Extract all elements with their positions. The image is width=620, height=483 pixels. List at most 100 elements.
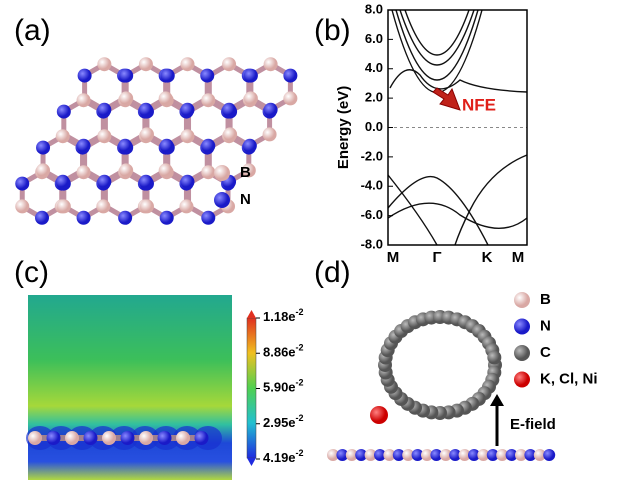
label-base: 2.95e — [263, 415, 296, 430]
atom — [223, 127, 237, 141]
atom — [84, 431, 98, 445]
atom — [158, 431, 172, 445]
label-exponent: -2 — [296, 413, 304, 423]
y-tick-label: -4.0 — [361, 178, 383, 193]
kpoint-label: M — [512, 249, 525, 266]
atom — [139, 175, 153, 189]
legend-marker — [214, 165, 230, 181]
atom — [201, 139, 215, 153]
kpoint-label: K — [482, 249, 493, 266]
carbon-atom — [487, 350, 501, 364]
atom — [140, 127, 154, 141]
atom — [15, 199, 29, 213]
panel-label: (c) — [14, 256, 49, 289]
side-view-atoms — [26, 426, 222, 450]
atom — [244, 91, 258, 105]
atom — [180, 57, 194, 71]
atom — [35, 211, 49, 225]
atom — [201, 165, 215, 179]
y-tick-label: -8.0 — [361, 236, 383, 251]
y-tick-label: 8.0 — [365, 1, 383, 16]
atom — [160, 211, 174, 225]
atom — [77, 165, 91, 179]
figure: (a) (b) (c) (d) B N 8.06.04.02.00.0-2.0-… — [0, 0, 620, 483]
atom — [36, 141, 50, 155]
dopant-atom — [370, 406, 388, 424]
atom — [47, 431, 61, 445]
atom — [139, 103, 153, 117]
atom — [139, 57, 153, 71]
atom — [201, 93, 215, 107]
annotation: NFE — [462, 95, 496, 114]
legend-label: B — [540, 291, 551, 308]
atom — [77, 139, 91, 153]
y-tick-label: 0.0 — [365, 119, 383, 134]
legend-marker — [514, 345, 530, 361]
y-tick-label: 4.0 — [365, 60, 383, 75]
hbn-lattice — [15, 57, 297, 225]
field-arrowhead — [490, 394, 504, 406]
atom — [65, 431, 79, 445]
atom — [160, 139, 174, 153]
atom — [176, 431, 190, 445]
kpoint-label: Γ — [432, 249, 441, 266]
colorbar-end — [247, 458, 256, 466]
atom — [119, 91, 133, 105]
colorbar-label: 4.19e-2 — [263, 448, 304, 465]
atom — [283, 91, 297, 105]
kpoint-label: M — [387, 249, 400, 266]
atom — [139, 431, 153, 445]
colorbar-label: 5.90e-2 — [263, 378, 304, 395]
label-base: 8.86e — [263, 345, 296, 360]
atom — [77, 211, 91, 225]
atom — [140, 199, 154, 213]
atom — [15, 177, 29, 191]
atom — [119, 163, 133, 177]
atom — [179, 199, 193, 213]
y-tick-label: -2.0 — [361, 148, 383, 163]
atom — [195, 431, 209, 445]
y-tick-label: -6.0 — [361, 207, 383, 222]
label-base: 1.18e — [263, 309, 296, 324]
label-base: 4.19e — [263, 450, 296, 465]
atom — [243, 139, 257, 153]
label-exponent: -2 — [296, 307, 304, 317]
atom — [200, 69, 214, 83]
label-base: 5.90e — [263, 380, 296, 395]
colorbar-end — [247, 310, 256, 318]
atom — [102, 431, 116, 445]
legend-label: N — [540, 317, 551, 334]
atom — [77, 93, 91, 107]
legend-label: B — [240, 164, 251, 181]
atom — [201, 211, 215, 225]
atom — [96, 199, 110, 213]
atom — [97, 129, 111, 143]
atom — [264, 103, 278, 117]
legend-marker — [514, 292, 530, 308]
colorbar — [247, 318, 256, 458]
atom — [180, 103, 194, 117]
atom — [180, 175, 194, 189]
legend-label: N — [240, 191, 251, 208]
atom — [56, 129, 70, 143]
atom — [97, 57, 111, 71]
atom — [57, 199, 71, 213]
atom — [97, 175, 111, 189]
atom — [57, 105, 71, 119]
atom — [121, 431, 135, 445]
atom — [159, 163, 173, 177]
atom — [161, 69, 175, 83]
field-label: E-field — [510, 416, 556, 433]
atom — [222, 57, 236, 71]
panel-label: (d) — [314, 256, 351, 289]
atom — [56, 175, 70, 189]
label-exponent: -2 — [296, 448, 304, 458]
nfe-arrow — [433, 88, 460, 110]
panel-label: (b) — [314, 14, 351, 47]
atom — [222, 103, 236, 117]
atom — [28, 431, 42, 445]
atom — [118, 139, 132, 153]
y-tick-label: 6.0 — [365, 31, 383, 46]
atom — [119, 69, 133, 83]
